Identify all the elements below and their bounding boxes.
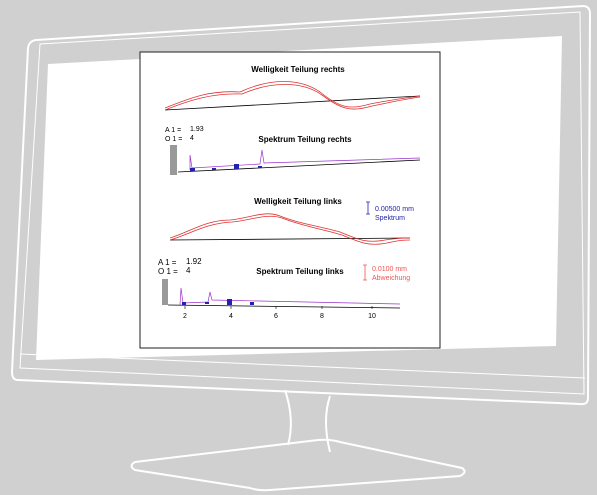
a-label: A 1 = (165, 127, 181, 134)
o-label: O 1 = (158, 267, 178, 276)
spectrum-bar (234, 164, 239, 169)
legend-value: 0.00500 mm (375, 206, 414, 213)
spectrum-bar (205, 302, 209, 304)
spectrum-bar (182, 302, 186, 305)
legend-label: Abweichung (372, 275, 410, 282)
panel-title: Spektrum Teilung rechts (258, 135, 352, 144)
spectrum-bar (190, 168, 195, 171)
tick-label: 10 (368, 313, 376, 320)
tick-label: 6 (274, 313, 278, 320)
o-label: O 1 = (165, 136, 182, 143)
panel-title: Welligkeit Teilung rechts (251, 65, 345, 74)
page: Welligkeit Teilung rechts A 1 = 1.93 O 1… (0, 0, 597, 495)
legend-value: 0.0100 mm (372, 266, 407, 273)
o-value: 4 (190, 135, 194, 142)
legend-label: Spektrum (375, 215, 405, 222)
tick-label: 2 (183, 313, 187, 320)
tick-label: 4 (229, 313, 233, 320)
a-value: 1.93 (190, 126, 204, 133)
a-value: 1.92 (186, 257, 202, 266)
spectrum-bar (212, 168, 216, 170)
tick-label: 8 (320, 313, 324, 320)
spectrum-bar (258, 166, 262, 168)
spectrum-bar (162, 279, 168, 305)
monitor-illustration: Welligkeit Teilung rechts A 1 = 1.93 O 1… (0, 0, 597, 495)
panel-title: Welligkeit Teilung links (254, 197, 342, 206)
spectrum-bar (250, 302, 254, 305)
spectrum-bar (227, 299, 232, 305)
a-label: A 1 = (158, 258, 177, 267)
panel-title: Spektrum Teilung links (256, 267, 344, 276)
spectrum-bar (170, 145, 177, 175)
o-value: 4 (186, 266, 191, 275)
